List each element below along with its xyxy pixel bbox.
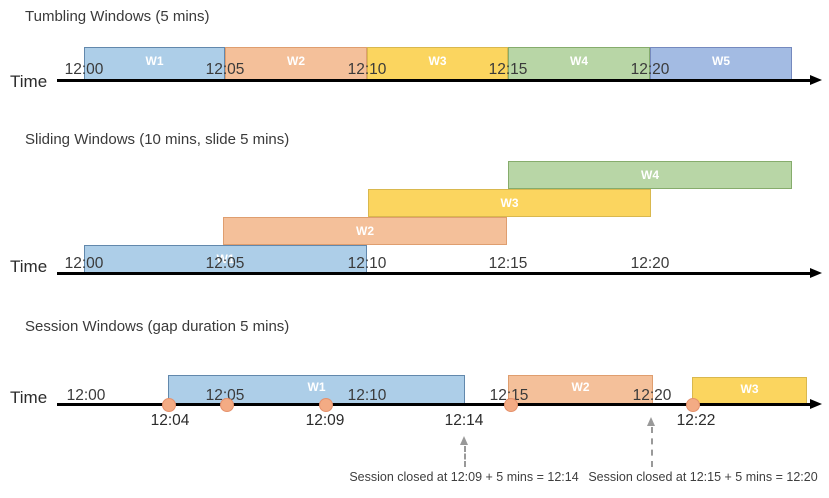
tumbling-time-axis-label: Time [10, 72, 48, 91]
sliding-window-w3: W3 [368, 189, 651, 217]
tumbling-tick-1215: 12:15 [488, 61, 528, 78]
sliding-time-axis-label: Time [10, 257, 48, 276]
session-event-dot-5 [686, 398, 700, 412]
session-event-dot-4 [504, 398, 518, 412]
sliding-tick-1215: 12:15 [488, 255, 528, 272]
session-annotation-1: Session closed at 12:09 + 5 mins = 12:14 [349, 470, 579, 484]
tumbling-window-w2: W2 [225, 47, 367, 80]
session-window-w2: W2 [508, 375, 653, 404]
tumbling-window-w4: W4 [508, 47, 650, 80]
session-tick-1200: 12:00 [66, 387, 106, 404]
session-tick-1215: 12:15 [489, 387, 529, 404]
session-annotation-2: Session closed at 12:15 + 5 mins = 12:20 [588, 470, 818, 484]
tumbling-axis-arrowhead-icon [810, 75, 822, 85]
session-tick-1220: 12:20 [632, 387, 672, 404]
annotation-arrow-line-1 [464, 446, 466, 467]
session-tick-1210: 12:10 [347, 387, 387, 404]
session-section-title: Session Windows (gap duration 5 mins) [25, 318, 290, 335]
sliding-tick-1200: 12:00 [64, 255, 104, 272]
sliding-tick-1220: 12:20 [630, 255, 670, 272]
tumbling-window-w3-label: W3 [428, 54, 447, 68]
session-window-w3: W3 [692, 377, 807, 404]
session-event-label-1214: 12:14 [444, 412, 484, 429]
sliding-tick-1210: 12:10 [347, 255, 387, 272]
tumbling-tick-1220: 12:20 [630, 61, 670, 78]
session-event-label-1209: 12:09 [305, 412, 345, 429]
sliding-window-w1: W1 [84, 245, 367, 273]
sliding-axis-arrowhead-icon [810, 268, 822, 278]
tumbling-tick-1210: 12:10 [347, 61, 387, 78]
annotation-arrow-up-icon-1 [460, 436, 468, 445]
sliding-window-w1-label: W1 [216, 252, 235, 266]
session-window-w3-label: W3 [740, 382, 759, 396]
session-window-w1-label: W1 [307, 380, 326, 394]
tumbling-tick-1205: 12:05 [205, 61, 245, 78]
annotation-arrow-up-icon-2 [647, 417, 655, 426]
tumbling-tick-1200: 12:00 [64, 61, 104, 78]
sliding-tick-1205: 12:05 [205, 255, 245, 272]
tumbling-window-w5: W5 [650, 47, 792, 80]
sliding-window-w2-label: W2 [356, 224, 374, 238]
tumbling-window-w5-label: W5 [712, 54, 730, 68]
session-tick-1205: 12:05 [205, 387, 245, 404]
tumbling-window-w1-label: W1 [145, 54, 164, 68]
session-axis-arrowhead-icon [810, 399, 822, 409]
session-event-dot-3 [319, 398, 333, 412]
session-time-axis [57, 403, 812, 406]
tumbling-window-w2-label: W2 [287, 54, 305, 68]
session-event-dot-2 [220, 398, 234, 412]
tumbling-section-title: Tumbling Windows (5 mins) [25, 8, 210, 25]
sliding-window-w2: W2 [223, 217, 507, 245]
tumbling-time-axis [57, 79, 812, 82]
sliding-window-w4: W4 [508, 161, 792, 189]
sliding-section-title: Sliding Windows (10 mins, slide 5 mins) [25, 131, 290, 148]
session-event-label-1204: 12:04 [150, 412, 190, 429]
session-event-dot-1 [162, 398, 176, 412]
sliding-time-axis [57, 272, 812, 275]
session-event-label-1222: 12:22 [676, 412, 716, 429]
annotation-arrow-line-2 [651, 427, 653, 467]
sliding-window-w4-label: W4 [641, 168, 659, 182]
sliding-window-w3-label: W3 [500, 196, 519, 210]
session-window-w2-label: W2 [571, 380, 590, 394]
tumbling-window-w4-label: W4 [570, 54, 588, 68]
session-time-axis-label: Time [10, 388, 48, 407]
